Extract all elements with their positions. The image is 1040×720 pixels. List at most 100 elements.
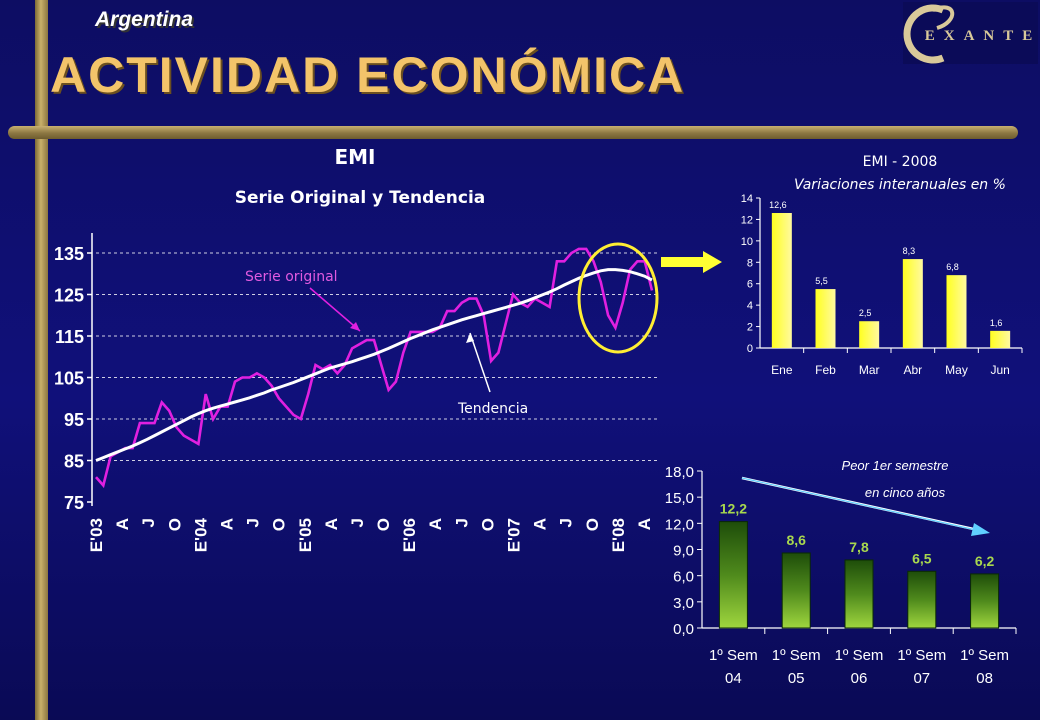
serie-original-line xyxy=(95,247,654,489)
serie-original-arrow xyxy=(309,287,361,332)
emi-x-tick-label: O xyxy=(270,518,289,531)
connector-arrow-shaft xyxy=(661,257,705,267)
emi-x-tick-label: O xyxy=(165,518,184,531)
semester-y-tick-label: 9,0 xyxy=(673,543,694,560)
emi-x-tick-label: J xyxy=(139,518,158,527)
emi-x-ticks: E'03 A J O E'04 A J O E'05 A J O E'06 A J O E'07 A J O E'08 A xyxy=(87,517,654,552)
semester-category-label: 1º Sem xyxy=(897,647,946,664)
emi-x-tick-label: A xyxy=(531,518,550,530)
serie-original-arrowhead xyxy=(350,322,360,331)
bars2008-y-tick-label: 4 xyxy=(747,300,753,312)
exante-logo-graphic: EXANTE xyxy=(903,4,1040,64)
tendencia-arrow xyxy=(469,332,491,393)
emi-x-tick-label: E'08 xyxy=(609,518,628,552)
semester-bar xyxy=(844,559,874,629)
bars2008-y-tick-label: 8 xyxy=(747,257,753,269)
country-label: Argentina xyxy=(95,8,194,31)
emi-chart-subtitle: Serie Original y Tendencia xyxy=(234,188,486,208)
emi-x-tick-label: E'06 xyxy=(400,518,419,552)
semester-y-tick-label: 15,0 xyxy=(665,490,694,507)
emi-y-tick-label: 75 xyxy=(64,493,84,513)
bars2008-value-label: 5,5 xyxy=(815,276,828,286)
emi-y-tick-label: 95 xyxy=(64,410,84,430)
emi-x-tick-label: J xyxy=(348,518,367,527)
tendencia-line xyxy=(95,268,653,462)
semester-category-year: 07 xyxy=(913,670,930,687)
semester-category-label: 1º Sem xyxy=(960,647,1009,664)
bars2008-bar xyxy=(946,275,967,348)
emi-x-tick-label: E'05 xyxy=(296,518,315,552)
emi-y-ticks: 75 85 95 105 115 125 135 xyxy=(54,244,92,513)
emi-x-tick-label: A xyxy=(426,518,445,530)
logo-arc xyxy=(903,4,945,64)
highlight-circle xyxy=(577,242,659,354)
semester-y-tick-label: 0,0 xyxy=(673,621,694,638)
emi-x-tick-label: A xyxy=(635,518,654,530)
emi-x-tick-label: J xyxy=(452,518,471,527)
semester-category-year: 04 xyxy=(725,670,742,687)
connector-arrow-head xyxy=(703,251,722,273)
emi-y-tick-label: 125 xyxy=(54,286,84,306)
worst-trend-arrowhead xyxy=(971,523,990,536)
emi-x-tick-label: E'04 xyxy=(191,517,210,552)
bars2008-category-label: Feb xyxy=(815,363,836,377)
frame-vertical-bar xyxy=(35,0,48,720)
semester-bar xyxy=(718,521,748,629)
semester-value-label: 6,5 xyxy=(912,550,932,566)
bars2008-value-label: 8,3 xyxy=(903,246,916,256)
semester-y-tick-label: 18,0 xyxy=(665,464,694,481)
bars2008-bars: 12,6 5,5 2,5 8,3 6,8 1,6 xyxy=(769,200,1011,348)
tendencia-annotation: Tendencia xyxy=(457,401,528,417)
semester-category-label: 1º Sem xyxy=(709,647,758,664)
bars2008-y-tick-label: 14 xyxy=(741,193,753,205)
serie-original-annotation: Serie original xyxy=(245,269,338,285)
bars2008-y-tick-label: 6 xyxy=(747,279,753,291)
semester-bars: 12,2 8,6 7,8 6,5 6,2 xyxy=(718,501,1000,629)
bars2008-y-tick-label: 10 xyxy=(741,236,753,248)
bars2008-bar xyxy=(902,259,923,348)
semester-category-label: 1º Sem xyxy=(772,647,821,664)
emi-y-tick-label: 105 xyxy=(54,369,84,389)
bars2008-value-label: 2,5 xyxy=(859,308,872,318)
emi-x-tick-label: O xyxy=(478,518,497,531)
emi-x-tick-label: A xyxy=(113,518,132,530)
worst-semester-annotation-1: Peor 1er semestre xyxy=(842,458,949,473)
bars2008-y-tick-label: 0 xyxy=(747,343,753,355)
emi-x-tick-label: A xyxy=(217,518,236,530)
bars2008-y-tick-label: 12 xyxy=(741,214,753,226)
semester-bar xyxy=(907,570,937,629)
worst-semester-annotation-2: en cinco años xyxy=(865,485,946,500)
emi-x-tick-label: O xyxy=(374,518,393,531)
bars2008-subtitle: Variaciones interanuales en % xyxy=(794,177,1006,193)
bars2008-bar xyxy=(771,213,792,348)
emi-x-tick-label: E'07 xyxy=(505,518,524,552)
bars2008-value-label: 1,6 xyxy=(990,318,1003,328)
bars2008-bar xyxy=(859,321,880,348)
worst-trend-arrow-tint xyxy=(741,477,977,531)
bars2008-category-label: Jun xyxy=(990,363,1009,377)
semester-category-year: 05 xyxy=(788,670,805,687)
semester-y-tick-label: 3,0 xyxy=(673,595,694,612)
bars2008-category-label: May xyxy=(945,363,968,377)
bars2008-bar xyxy=(815,289,836,348)
emi-x-tick-label: J xyxy=(244,518,263,527)
page-title: ACTIVIDAD ECONÓMICA xyxy=(50,47,686,103)
semester-value-label: 8,6 xyxy=(786,532,806,548)
frame-horizontal-bar xyxy=(8,126,1018,139)
semester-bar xyxy=(970,573,1000,629)
emi-x-tick-label: A xyxy=(322,518,341,530)
bars2008-y-tick-label: 2 xyxy=(747,322,753,334)
tendencia-arrowhead xyxy=(466,333,474,343)
logo-text: EXANTE xyxy=(925,28,1040,44)
emi-x-tick-label: E'03 xyxy=(87,518,106,552)
semester-y-tick-label: 12,0 xyxy=(665,516,694,533)
bars2008-bar xyxy=(990,330,1011,348)
logo-swoosh xyxy=(932,5,955,30)
bars2008-category-label: Abr xyxy=(903,363,922,377)
semester-category-label: 1º Sem xyxy=(835,647,884,664)
emi-chart-title: EMI xyxy=(334,145,376,169)
semester-axes: 0,0 3,0 6,0 9,0 12,0 15,0 18,0 1º Sem 04 1º Sem 05… xyxy=(665,464,1017,687)
semester-y-tick-label: 6,0 xyxy=(673,569,694,586)
